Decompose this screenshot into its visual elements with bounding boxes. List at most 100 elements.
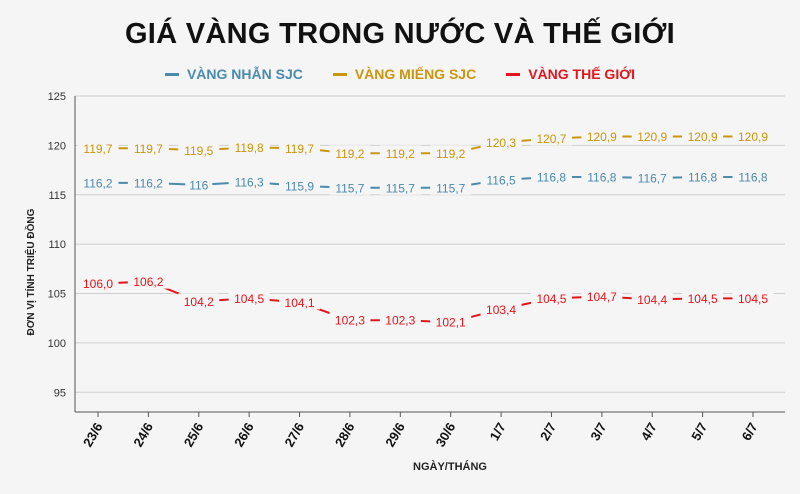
data-label: 116,2: [83, 176, 112, 190]
data-label-bg: [682, 128, 724, 144]
x-tick-group: 24/6: [130, 420, 156, 449]
x-tick-label: 29/6: [382, 420, 408, 449]
data-label: 116,2: [134, 176, 163, 190]
x-tick-label: 4/7: [638, 420, 660, 443]
data-label: 120,9: [587, 130, 617, 144]
data-label-bg: [279, 140, 321, 156]
y-tick-label: 120: [48, 140, 66, 152]
x-axis-title: NGÀY/THÁNG: [413, 460, 487, 473]
data-label-bg: [581, 168, 623, 184]
data-label: 102,1: [436, 316, 466, 330]
data-label: 119,2: [386, 147, 415, 161]
data-label: 119,8: [235, 141, 264, 155]
data-label-bg: [430, 145, 472, 161]
data-label-bg: [732, 290, 774, 306]
data-label-bg: [77, 140, 119, 156]
y-tick-label: 110: [48, 239, 66, 251]
data-label-bg: [682, 168, 724, 184]
data-label: 116,8: [738, 170, 767, 184]
data-label: 103,4: [486, 303, 516, 317]
data-label: 106,2: [133, 275, 163, 289]
data-label-bg: [185, 176, 213, 192]
x-tick-label: 24/6: [130, 420, 156, 449]
x-tick-group: 4/7: [638, 420, 660, 443]
data-label: 104,5: [536, 292, 566, 306]
data-label-bg: [329, 179, 371, 195]
data-label: 102,3: [335, 314, 365, 328]
data-label: 116,8: [537, 170, 566, 184]
data-label-bg: [279, 177, 321, 193]
x-tick-group: 25/6: [181, 420, 207, 449]
data-label: 104,1: [285, 296, 315, 310]
legend-label-vang-nhan-sjc: VÀNG NHẪN SJC: [186, 66, 303, 82]
x-tick-group: 28/6: [332, 420, 358, 449]
legend-swatch-vang-nhan-sjc: [164, 72, 179, 76]
legend-item-vang-mieng-sjc: VÀNG MIẾNG SJC: [332, 66, 477, 82]
data-label-bg: [732, 168, 774, 184]
data-label-bg: [430, 314, 472, 330]
data-label: 120,7: [536, 132, 566, 146]
data-label: 116,3: [235, 175, 264, 189]
legend-label-vang-mieng-sjc: VÀNG MIẾNG SJC: [354, 66, 477, 82]
data-label-bg: [228, 173, 270, 189]
legend-swatch-vang-the-gioi: [506, 72, 521, 76]
data-label: 104,5: [234, 292, 264, 306]
data-label-bg: [127, 174, 169, 190]
x-tick-label: 6/7: [739, 420, 761, 443]
x-tick-group: 5/7: [688, 420, 710, 443]
x-tick-group: 23/6: [80, 420, 106, 449]
data-label-bg: [480, 301, 522, 317]
data-label-bg: [631, 128, 673, 144]
x-tick-label: 28/6: [332, 420, 358, 449]
data-label: 104,7: [587, 290, 617, 304]
y-tick-label: 115: [48, 190, 66, 202]
data-label-bg: [682, 290, 724, 306]
data-label: 116,8: [587, 170, 616, 184]
x-tick-group: 27/6: [281, 420, 307, 449]
x-tick-group: 1/7: [487, 420, 509, 443]
data-label: 104,5: [688, 292, 718, 306]
data-label-bg: [127, 273, 169, 289]
data-label: 120,9: [688, 130, 718, 144]
x-tick-label: 3/7: [587, 420, 609, 443]
data-label: 115,9: [285, 179, 314, 193]
y-tick-label: 100: [48, 338, 66, 350]
data-label: 116: [189, 178, 208, 192]
data-label-bg: [379, 312, 421, 328]
data-label: 106,0: [83, 277, 113, 291]
y-tick-label: 95: [54, 387, 66, 399]
data-label: 104,2: [184, 295, 214, 309]
data-label-bg: [379, 145, 421, 161]
data-label-bg: [530, 290, 572, 306]
data-label: 120,3: [486, 136, 516, 150]
data-label: 116,5: [487, 173, 516, 187]
y-tick-label: 125: [48, 91, 66, 103]
x-tick-group: 3/7: [587, 420, 609, 443]
data-label-bg: [430, 179, 472, 195]
data-label: 119,2: [335, 147, 364, 161]
legend-label-vang-the-gioi: VÀNG THẾ GIỚI: [528, 66, 636, 82]
x-tick-label: 1/7: [487, 420, 509, 443]
data-label: 119,7: [285, 142, 314, 156]
data-label-bg: [127, 140, 169, 156]
data-label: 115,7: [335, 181, 364, 195]
data-label: 102,3: [385, 314, 415, 328]
legend-item-vang-nhan-sjc: VÀNG NHẪN SJC: [164, 66, 303, 82]
y-tick-label: 105: [48, 289, 66, 301]
data-label-bg: [329, 312, 371, 328]
data-label-bg: [732, 128, 774, 144]
x-tick-group: 26/6: [231, 420, 257, 449]
data-label-bg: [480, 134, 522, 150]
data-label: 119,5: [184, 144, 213, 158]
x-tick-label: 26/6: [231, 420, 257, 449]
x-tick-label: 2/7: [537, 420, 559, 443]
y-axis-title: ĐƠN VỊ TÍNH TRIỆU ĐỒNG: [24, 208, 37, 335]
x-tick-label: 25/6: [181, 420, 207, 449]
x-tick-label: 27/6: [281, 420, 307, 449]
data-label-bg: [631, 291, 673, 307]
data-label-bg: [480, 171, 522, 187]
data-label: 119,7: [83, 142, 112, 156]
data-label: 104,4: [637, 293, 667, 307]
data-label: 116,7: [638, 171, 667, 185]
x-tick-group: 29/6: [382, 420, 408, 449]
